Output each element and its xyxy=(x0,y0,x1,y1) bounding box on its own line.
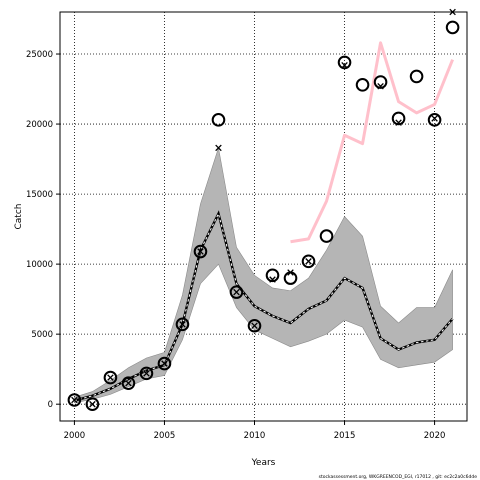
x-tick-label: 2000 xyxy=(64,431,86,441)
observed-circle-marker xyxy=(175,317,190,332)
predicted-x-marker xyxy=(179,321,186,328)
confidence-band-area xyxy=(74,147,453,404)
predicted-x-marker xyxy=(161,360,168,367)
observed-circle-marker xyxy=(445,20,460,35)
observed-circle-marker xyxy=(301,254,316,269)
predicted-x-marker xyxy=(197,248,204,255)
observation-markers xyxy=(67,8,460,411)
confidence-band xyxy=(74,147,453,404)
observed-circle-marker xyxy=(391,111,406,126)
observed-circle-marker xyxy=(121,376,136,390)
predicted-x-marker xyxy=(431,115,438,122)
predicted-x-marker xyxy=(89,400,96,408)
x-tick-label: 2020 xyxy=(424,431,446,441)
pink-series-line xyxy=(290,41,454,244)
y-tick-label: 25000 xyxy=(26,50,53,60)
predicted-x-marker xyxy=(125,379,132,387)
predicted-x-marker xyxy=(107,374,114,381)
observed-circle-marker xyxy=(229,285,244,299)
x-tick-label: 2005 xyxy=(154,431,176,441)
observed-circle-marker xyxy=(85,397,100,411)
observed-circle-marker xyxy=(427,113,442,127)
predicted-x-marker xyxy=(143,370,150,377)
x-tick-label: 2015 xyxy=(334,431,356,441)
footer-note: stockassessment.org, WKGREENCOD_EGI, r17… xyxy=(319,474,478,480)
y-axis-title: Catch xyxy=(14,204,24,230)
axis-ticks: 2000 2005 2010 2015 2020 0 5000 10000 15000 20000… xyxy=(26,50,445,441)
x-tick-label: 2010 xyxy=(244,431,266,441)
observed-circle-marker xyxy=(247,318,262,333)
observed-circle-marker xyxy=(283,271,298,285)
predicted-x-marker xyxy=(251,322,258,330)
observed-circle-marker xyxy=(157,356,172,371)
observed-circle-marker xyxy=(337,55,352,70)
x-axis-title: Years xyxy=(251,458,276,468)
y-tick-label: 15000 xyxy=(26,190,53,200)
observed-circle-marker xyxy=(103,370,118,385)
predicted-x-marker xyxy=(305,258,312,265)
observed-circle-marker xyxy=(67,393,82,407)
y-tick-label: 20000 xyxy=(26,120,53,130)
estimate-line-dash xyxy=(74,212,453,402)
predicted-x-marker xyxy=(215,144,222,152)
y-tick-label: 5000 xyxy=(31,330,53,340)
observed-circle-marker xyxy=(355,78,370,92)
observed-circle-marker xyxy=(409,69,424,84)
predicted-x-marker xyxy=(71,396,78,404)
y-tick-label: 10000 xyxy=(26,260,53,270)
observed-circle-marker xyxy=(193,244,208,259)
observed-circle-marker xyxy=(373,75,388,89)
y-tick-label: 0 xyxy=(48,400,53,410)
observed-circle-marker xyxy=(139,366,154,381)
observed-circle-marker xyxy=(211,113,226,127)
predicted-x-marker xyxy=(233,288,240,296)
series-lines xyxy=(74,41,454,402)
observed-circle-marker xyxy=(265,268,280,283)
plot-frame xyxy=(59,11,468,422)
observed-circle-marker xyxy=(319,229,334,243)
